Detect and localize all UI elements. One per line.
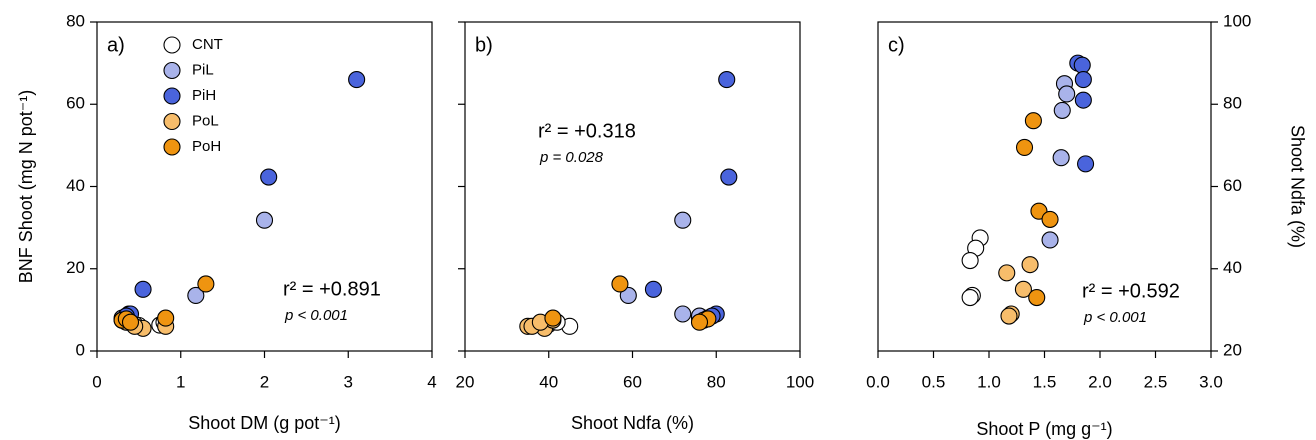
x-tick-label: 100 — [786, 372, 814, 391]
annotation: p < 0.001 — [1083, 309, 1147, 326]
y-tick-label: 60 — [66, 94, 85, 113]
x-tick-label: 3 — [344, 372, 353, 391]
data-point — [255, 211, 274, 229]
data-point — [1074, 91, 1092, 109]
data-point — [1052, 149, 1070, 167]
legend-marker — [163, 61, 181, 80]
legend-label: PiH — [192, 87, 216, 104]
y-tick-label: 20 — [1223, 340, 1242, 359]
x-tick-label: 3.0 — [1199, 372, 1223, 391]
x-tick-label: 0.5 — [922, 372, 946, 391]
data-point — [1021, 256, 1039, 274]
x-tick-label: 2 — [260, 372, 269, 391]
data-point — [1041, 210, 1059, 228]
y-tick-label: 20 — [66, 258, 85, 277]
data-point — [961, 251, 979, 270]
data-point — [544, 309, 562, 327]
data-point — [1028, 288, 1046, 307]
legend-label: CNT — [192, 36, 223, 53]
panel-label: a) — [107, 34, 125, 56]
x-tick-label: 0 — [92, 372, 101, 391]
data-point — [260, 168, 278, 186]
legend-marker — [163, 112, 181, 131]
data-point — [1041, 231, 1059, 249]
data-point — [690, 313, 709, 331]
annotation: r² = +0.592 — [1082, 280, 1180, 302]
y-tick-label: 60 — [1223, 176, 1242, 195]
data-point — [1014, 280, 1032, 298]
x-tick-label: 2.0 — [1088, 372, 1112, 391]
legend-marker — [163, 87, 181, 105]
legend-label: PoH — [192, 138, 221, 155]
y-tick-label: 0 — [76, 340, 85, 359]
data-point — [718, 71, 736, 89]
x-axis-label: Shoot P (mg g⁻¹) — [976, 419, 1112, 439]
x-tick-label: 1.5 — [1033, 372, 1057, 391]
x-tick-label: 1.0 — [977, 372, 1001, 391]
data-point — [961, 288, 979, 307]
y-tick-label: 40 — [1223, 258, 1242, 277]
data-point — [998, 264, 1016, 282]
data-point — [1058, 85, 1076, 103]
y-tick-label: 80 — [1223, 94, 1242, 113]
data-point — [1053, 101, 1071, 119]
data-point — [187, 286, 205, 305]
data-point — [134, 280, 152, 298]
data-point — [121, 313, 140, 331]
data-point — [157, 309, 175, 327]
data-point — [674, 211, 692, 229]
data-point — [644, 280, 662, 298]
data-point — [619, 286, 637, 305]
data-point — [197, 275, 215, 293]
x-tick-label: 80 — [707, 372, 726, 391]
x-tick-label: 2.5 — [1144, 372, 1168, 391]
x-tick-label: 60 — [623, 372, 642, 391]
plot-frame — [96, 21, 433, 352]
x-tick-label: 40 — [539, 372, 558, 391]
annotation: p < 0.001 — [284, 307, 348, 324]
x-tick-label: 1 — [176, 372, 185, 391]
annotation: p = 0.028 — [539, 149, 604, 166]
data-point — [1015, 138, 1034, 156]
panel-label: b) — [475, 34, 493, 56]
legend-label: PiL — [192, 61, 214, 78]
x-axis-label: Shoot DM (g pot⁻¹) — [188, 413, 341, 433]
data-point — [611, 275, 629, 293]
x-tick-label: 0.0 — [866, 372, 890, 391]
data-point — [720, 168, 738, 186]
data-point — [674, 305, 692, 323]
data-point — [1000, 307, 1018, 325]
data-point — [348, 71, 366, 89]
data-point — [1073, 56, 1091, 74]
y-tick-label: 40 — [66, 176, 85, 195]
annotation: r² = +0.891 — [283, 278, 381, 300]
legend-marker — [163, 36, 181, 54]
y-axis-label: Shoot Ndfa (%) — [1287, 125, 1307, 248]
annotation: r² = +0.318 — [538, 120, 636, 142]
y-tick-label: 100 — [1223, 11, 1251, 30]
legend-marker — [163, 138, 181, 156]
legend-label: PoL — [192, 112, 219, 129]
y-tick-label: 80 — [66, 11, 85, 30]
data-point — [1074, 71, 1092, 89]
y-axis-label: BNF Shoot (mg N pot⁻¹) — [16, 90, 36, 284]
data-point — [1024, 112, 1042, 130]
panel-label: c) — [888, 34, 905, 56]
data-point — [1077, 155, 1095, 173]
x-axis-label: Shoot Ndfa (%) — [571, 413, 694, 433]
x-tick-label: 4 — [427, 372, 436, 391]
x-tick-label: 20 — [456, 372, 475, 391]
